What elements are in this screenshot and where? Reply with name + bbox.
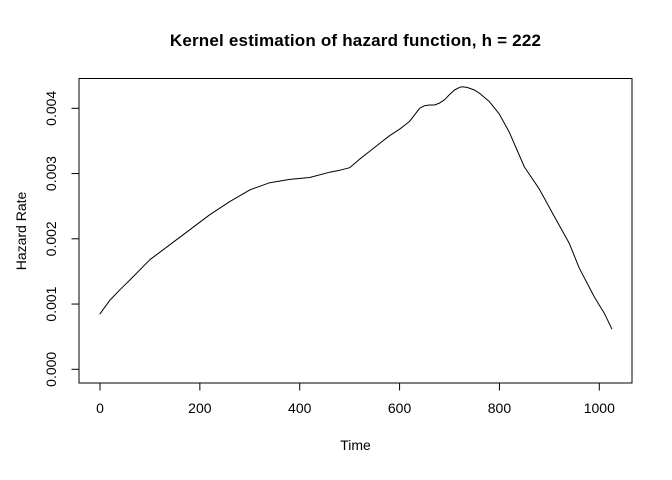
y-axis-tick-label: 0.002 [43,221,59,256]
x-axis-tick-label: 0 [96,400,104,416]
x-axis-label: Time [340,437,371,453]
chart-title: Kernel estimation of hazard function, h … [169,31,542,50]
x-axis-tick-label: 600 [388,400,412,416]
y-axis-label: Hazard Rate [13,191,29,271]
x-axis-tick-label: 1000 [584,400,615,416]
x-axis-tick-label: 200 [188,400,212,416]
y-axis-tick-label: 0.004 [43,91,59,126]
y-axis-tick-label: 0.000 [43,352,59,387]
x-axis-tick-label: 800 [488,400,512,416]
hazard-curve [99,86,613,330]
y-axis-tick-label: 0.003 [43,156,59,191]
x-axis-tick-label: 400 [288,400,312,416]
plot-box [78,78,633,384]
y-axis-tick-label: 0.001 [43,286,59,321]
